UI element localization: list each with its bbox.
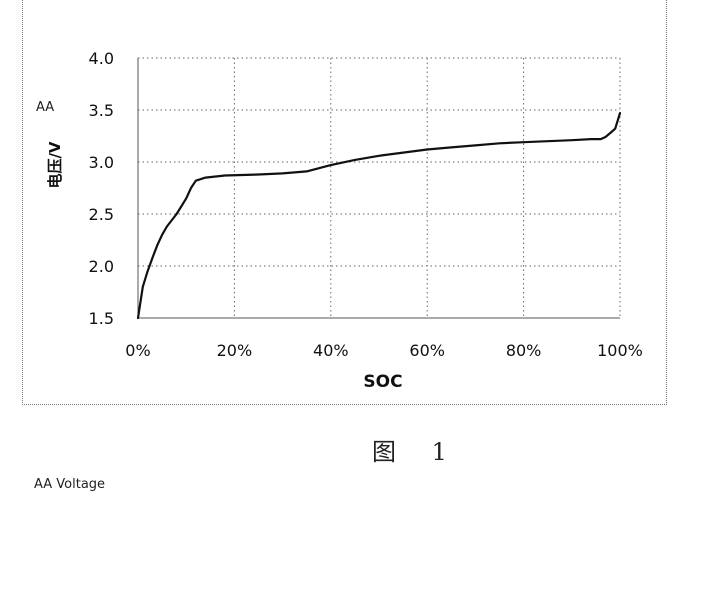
voltage-curve xyxy=(138,113,620,318)
x-tick-label: 40% xyxy=(313,341,349,360)
y-tick-label: 2.5 xyxy=(89,205,114,224)
y-tick-label: 1.5 xyxy=(89,309,114,328)
y-tick-label: 2.0 xyxy=(89,257,114,276)
y-tick-label: 3.0 xyxy=(89,153,114,172)
y-axis-marker-annotation: AA xyxy=(36,100,54,115)
y-tick-label: 3.5 xyxy=(89,101,114,120)
x-tick-label: 100% xyxy=(597,341,643,360)
soc-voltage-chart: 1.5 2.0 2.5 3.0 3.5 4.0 0% 20% 40% 60% 80% 100% SOC… xyxy=(0,0,710,420)
x-tick-label: 0% xyxy=(125,341,150,360)
y-tick-label: 4.0 xyxy=(89,49,114,68)
grid-layer xyxy=(138,58,620,318)
figure-caption: 图 1 xyxy=(372,432,461,467)
axes-layer xyxy=(138,58,620,318)
x-tick-label: 80% xyxy=(506,341,542,360)
y-axis-label: 电压/V xyxy=(46,141,64,188)
x-axis-label: SOC xyxy=(363,372,402,392)
tick-labels: 1.5 2.0 2.5 3.0 3.5 4.0 0% 20% 40% 60% 80% 100% xyxy=(89,49,643,360)
x-tick-label: 60% xyxy=(409,341,445,360)
footnote: AA Voltage xyxy=(34,477,105,492)
x-tick-label: 20% xyxy=(217,341,253,360)
series-layer xyxy=(138,113,620,318)
